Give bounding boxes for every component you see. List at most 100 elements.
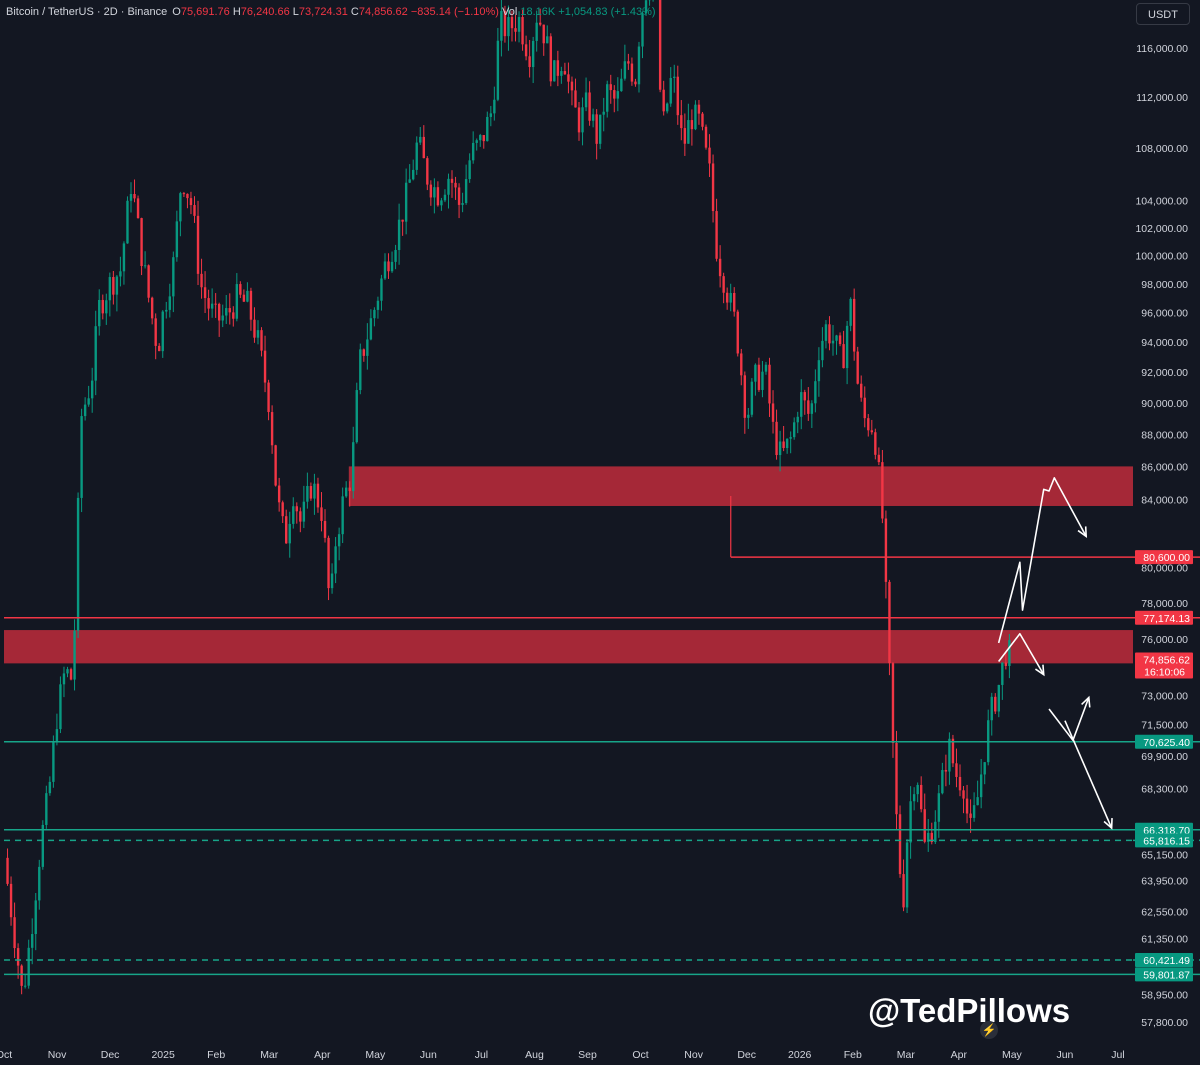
price-badge <box>1135 734 1193 749</box>
candle <box>217 303 221 321</box>
price-tick-label: 92,000.00 <box>1141 367 1188 379</box>
price-tick-label: 61,350.00 <box>1141 934 1188 946</box>
candle <box>669 77 672 104</box>
candle <box>500 10 503 41</box>
candle <box>450 178 454 183</box>
projection-path[interactable] <box>997 477 1087 644</box>
price-badge <box>1135 967 1193 982</box>
time-tick-label: Jul <box>475 1049 488 1061</box>
price-badge-label: 80,600.00 <box>1143 552 1190 564</box>
candle <box>344 487 348 497</box>
candle <box>475 140 478 143</box>
candle <box>835 335 838 341</box>
candle <box>419 136 422 143</box>
candle <box>807 400 810 414</box>
currency-button[interactable]: USDT <box>1136 3 1190 25</box>
candle <box>52 741 55 782</box>
candle <box>517 17 521 32</box>
candle <box>115 276 119 295</box>
candle <box>849 298 852 326</box>
price-tick-label: 71,500.00 <box>1141 720 1188 732</box>
projection-path[interactable] <box>998 632 1045 676</box>
symbol-title[interactable]: Bitcoin / TetherUS · 2D · Binance <box>6 6 168 18</box>
candle <box>90 380 94 399</box>
candle <box>630 63 634 82</box>
candle <box>41 824 45 867</box>
candle <box>221 315 224 321</box>
change-value: −835.14 (−1.10%) <box>410 6 499 18</box>
candle <box>729 293 732 303</box>
candle <box>852 298 856 352</box>
candle <box>454 182 457 188</box>
candle <box>609 84 612 91</box>
candle <box>838 335 842 345</box>
candle <box>464 179 468 204</box>
candle <box>112 277 115 295</box>
candle <box>754 364 757 382</box>
candle <box>429 184 433 198</box>
price-badge-label: 70,625.40 <box>1143 737 1190 749</box>
candle <box>711 163 715 212</box>
price-badge <box>1135 550 1193 565</box>
candle <box>563 71 567 75</box>
time-tick-label: Sep <box>578 1049 597 1061</box>
candle <box>923 809 926 842</box>
candle <box>260 330 263 351</box>
candle <box>750 381 754 415</box>
price-badge-label: 59,801.87 <box>1143 969 1190 981</box>
price-axis[interactable]: 116,000.00 112,000.00 108,000.00 104,000.00… <box>1135 43 1188 1029</box>
lightning-icon[interactable]: ⚡ <box>980 1021 998 1039</box>
candle <box>496 40 500 100</box>
candle <box>362 349 366 356</box>
candle <box>983 762 986 775</box>
candle <box>722 276 725 293</box>
resistance-zone[interactable] <box>4 630 1133 664</box>
candle <box>38 866 41 901</box>
time-tick-label: Dec <box>101 1049 120 1061</box>
time-tick-label: Aug <box>525 1049 544 1061</box>
projection-path[interactable] <box>1064 720 1113 829</box>
candle <box>373 309 376 319</box>
candles <box>6 0 1011 995</box>
candle <box>408 179 411 183</box>
candle <box>323 520 327 538</box>
time-axis[interactable]: Oct Nov Dec 2025 Feb Mar Apr May Jun Jul Aug Sep Oct… <box>0 1049 1125 1061</box>
candle <box>637 46 641 85</box>
candle <box>447 178 450 195</box>
candle <box>242 294 246 302</box>
candle <box>704 126 708 148</box>
candle <box>736 311 739 354</box>
candle <box>129 193 133 201</box>
candle <box>591 114 595 121</box>
time-tick-label: Apr <box>314 1049 331 1061</box>
candle <box>870 430 874 433</box>
projection-arrows[interactable] <box>997 477 1113 830</box>
candle <box>951 738 955 764</box>
candle <box>9 883 13 918</box>
candle <box>757 364 761 390</box>
candle <box>898 814 902 875</box>
candle <box>133 193 136 199</box>
author-watermark: @TedPillows <box>868 992 1071 1029</box>
candle <box>443 194 447 201</box>
candle <box>803 392 806 401</box>
candle <box>380 278 383 301</box>
price-badge-label: 65,816.15 <box>1143 835 1190 847</box>
price-tick-label: 65,150.00 <box>1141 850 1188 862</box>
price-tick-label: 90,000.00 <box>1141 398 1188 410</box>
candle <box>147 265 150 298</box>
candle <box>203 287 207 299</box>
arrow-head <box>1103 818 1113 830</box>
candle <box>168 296 172 310</box>
arrow-head <box>1081 695 1091 708</box>
candle <box>800 392 803 417</box>
candle <box>584 92 588 108</box>
candle <box>232 312 235 319</box>
resistance-zone[interactable] <box>348 466 1133 506</box>
candle <box>997 684 1001 712</box>
candle <box>549 36 552 82</box>
price-tick-label: 86,000.00 <box>1141 461 1188 473</box>
price-tick-label: 69,900.00 <box>1141 751 1188 763</box>
candle <box>909 801 912 843</box>
